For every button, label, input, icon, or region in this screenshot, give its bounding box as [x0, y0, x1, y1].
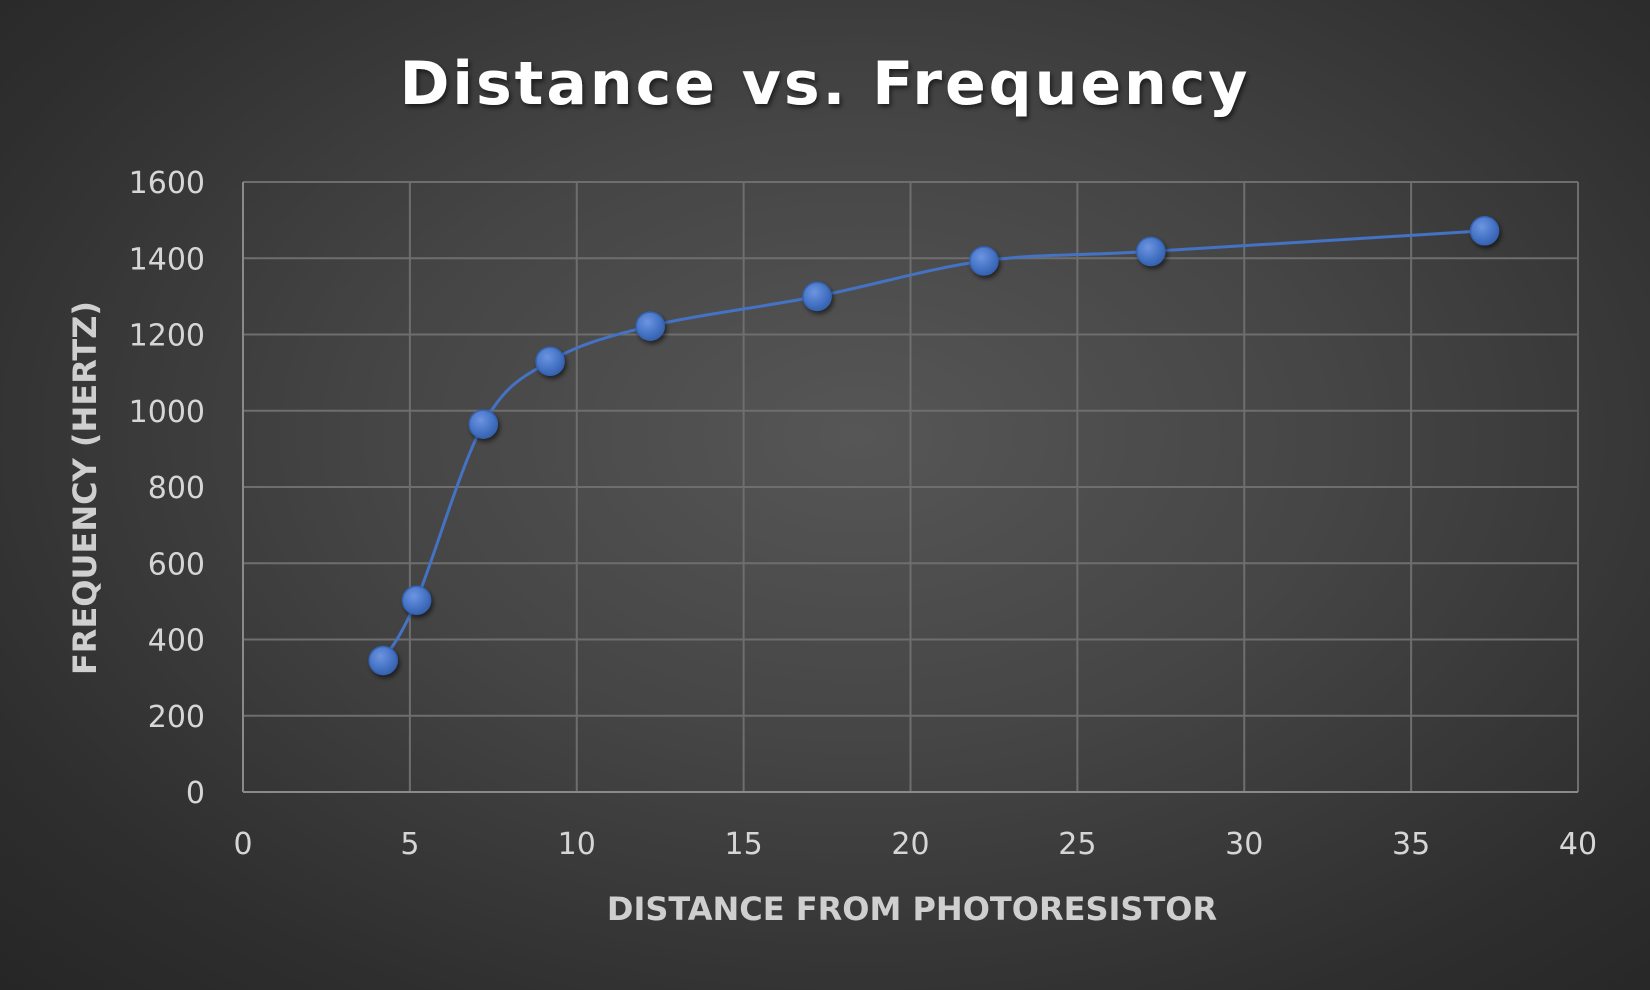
data-point — [802, 281, 832, 312]
y-tick-label: 1200 — [129, 319, 205, 354]
y-tick-label: 0 — [186, 776, 205, 811]
data-point — [1136, 236, 1166, 267]
y-axis-label: FREQUENCY (HERTZ) — [66, 301, 104, 675]
data-point — [468, 409, 499, 439]
data-point — [969, 246, 999, 276]
y-tick-label: 200 — [148, 700, 205, 735]
data-point — [368, 645, 398, 676]
data-point — [1469, 216, 1500, 246]
x-tick-label: 25 — [1058, 827, 1096, 862]
series-line — [381, 229, 1485, 662]
y-tick-label: 400 — [148, 624, 205, 659]
y-tick-label: 1600 — [129, 166, 205, 201]
data-point — [535, 346, 565, 376]
x-tick-label: 5 — [400, 827, 419, 862]
y-tick-label: 600 — [148, 547, 205, 582]
data-point — [635, 311, 665, 341]
x-tick-label: 30 — [1225, 827, 1263, 862]
tick-labels: 0 200 400 600 800 1000 1200 1400 1600 0 5 10 15 20 25 3… — [129, 166, 1597, 862]
chart-title: Distance vs. Frequency — [400, 49, 1251, 119]
x-tick-label: 20 — [891, 827, 929, 862]
x-tick-label: 15 — [725, 827, 763, 862]
x-tick-label: 35 — [1392, 827, 1430, 862]
data-points — [368, 216, 1500, 676]
data-point — [401, 585, 432, 615]
x-axis-label: DISTANCE FROM PHOTORESISTOR — [607, 890, 1217, 928]
x-tick-label: 10 — [558, 827, 596, 862]
y-tick-label: 1400 — [129, 242, 205, 277]
x-tick-label: 0 — [233, 827, 252, 862]
gridlines — [243, 181, 1579, 792]
x-tick-label: 40 — [1559, 827, 1597, 862]
y-tick-label: 1000 — [129, 395, 205, 430]
y-tick-label: 800 — [148, 471, 205, 506]
axes — [242, 182, 1578, 793]
